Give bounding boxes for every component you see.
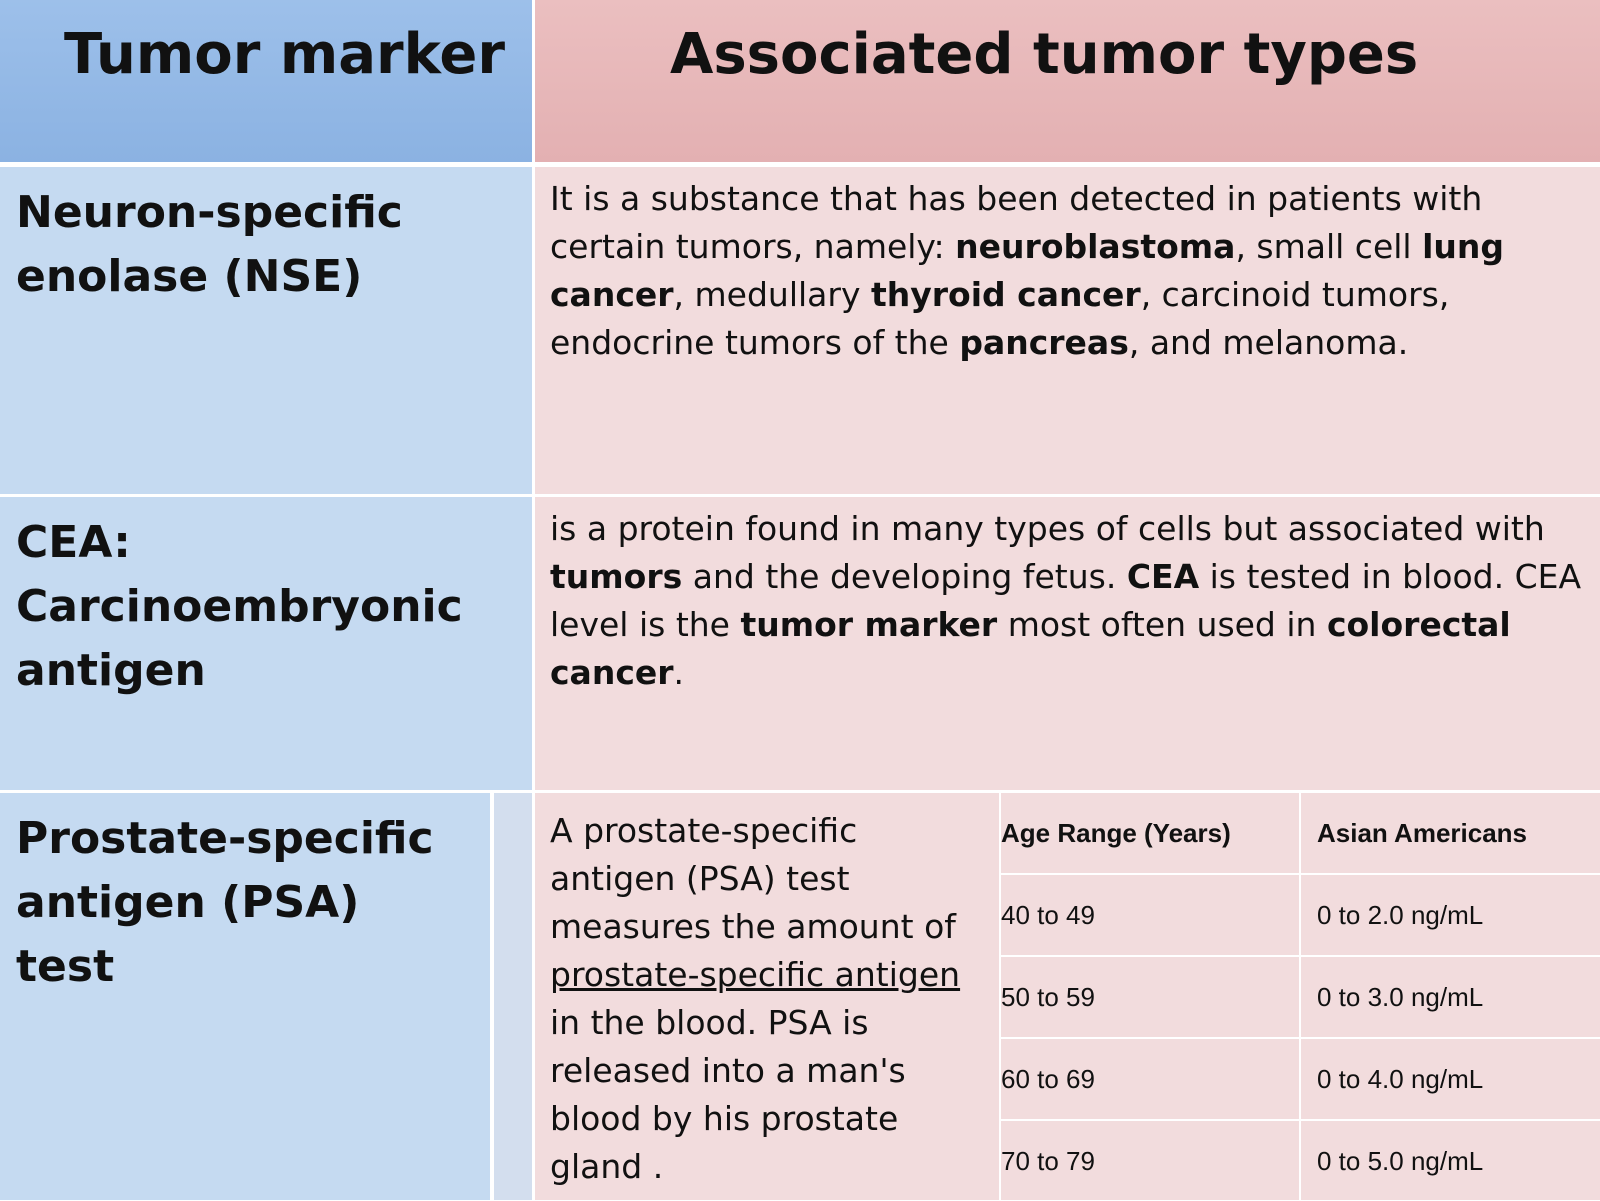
- header-associated-types: Associated tumor types: [535, 0, 1600, 162]
- emphasized-term: tumors: [550, 557, 683, 596]
- table-row: 70 to 79 0 to 5.0 ng/mL: [999, 1119, 1600, 1201]
- emphasized-term: thyroid cancer: [870, 275, 1141, 314]
- description-text: , medullary: [673, 275, 871, 314]
- marker-description: It is a substance that has been detected…: [550, 175, 1590, 367]
- row-nse-description-cell: It is a substance that has been detected…: [535, 167, 1600, 494]
- description-text: , small cell: [1235, 227, 1423, 266]
- table-row: 50 to 59 0 to 3.0 ng/mL: [999, 955, 1600, 1037]
- header-label-marker: Tumor marker: [64, 22, 505, 87]
- description-text: .: [673, 653, 685, 692]
- row-nse-marker-cell: Neuron-specific enolase (NSE): [0, 167, 532, 494]
- psa-table-left-border: [999, 793, 1001, 1200]
- emphasized-term: neuroblastoma: [955, 227, 1236, 266]
- marker-description: is a protein found in many types of cell…: [550, 505, 1590, 697]
- marker-description: A prostate-specific antigen (PSA) test m…: [550, 807, 990, 1191]
- psa-age-range: 60 to 69: [1001, 1064, 1095, 1094]
- psa-range-value: 0 to 4.0 ng/mL: [1317, 1064, 1484, 1094]
- description-text: most often used in: [997, 605, 1327, 644]
- emphasized-term: lung cancer: [550, 227, 1504, 314]
- description-text: , and melanoma.: [1128, 323, 1409, 362]
- psa-table-column-divider: [1299, 793, 1301, 1200]
- header-label-types: Associated tumor types: [670, 22, 1419, 87]
- psa-reference-table: Age Range (Years) Asian Americans 40 to …: [999, 793, 1600, 1200]
- description-text: is tested in blood. CEA level is the: [550, 557, 1582, 644]
- table-row: 40 to 49 0 to 2.0 ng/mL: [999, 873, 1600, 955]
- description-text: in the blood. PSA is released into a man…: [550, 1003, 906, 1186]
- description-text: A prostate-specific antigen (PSA) test m…: [550, 811, 956, 946]
- underlined-link-text: prostate-specific antigen: [550, 955, 961, 994]
- description-text: It is a substance that has been detected…: [550, 179, 1483, 266]
- psa-table-header-row: Age Range (Years) Asian Americans: [999, 793, 1600, 873]
- row-psa-spacer-cell: [492, 793, 532, 1200]
- emphasized-term: tumor marker: [740, 605, 998, 644]
- psa-age-range: 50 to 59: [1001, 982, 1095, 1012]
- description-text: and the developing fetus.: [682, 557, 1127, 596]
- psa-range-value: 0 to 5.0 ng/mL: [1317, 1146, 1484, 1176]
- row-psa-marker-cell: Prostate-specific antigen (PSA) test: [0, 793, 490, 1200]
- psa-range-value: 0 to 2.0 ng/mL: [1317, 900, 1484, 930]
- marker-name: Prostate-specific antigen (PSA) test: [16, 813, 434, 992]
- description-text: is a protein found in many types of cell…: [550, 509, 1545, 548]
- table-row: 60 to 69 0 to 4.0 ng/mL: [999, 1037, 1600, 1119]
- description-text: , carcinoid tumors, endocrine tumors of …: [550, 275, 1450, 362]
- emphasized-term: CEA: [1126, 557, 1200, 596]
- header-tumor-marker: Tumor marker: [0, 0, 532, 162]
- row-cea-marker-cell: CEA: Carcinoembryonic antigen: [0, 497, 532, 790]
- row-psa-description-cell: A prostate-specific antigen (PSA) test m…: [535, 793, 1600, 1200]
- emphasized-term: pancreas: [959, 323, 1129, 362]
- psa-header-group: Asian Americans: [1317, 818, 1528, 848]
- emphasized-term: colorectal cancer: [550, 605, 1511, 692]
- psa-header-age: Age Range (Years): [1001, 818, 1231, 848]
- row-cea-description-cell: is a protein found in many types of cell…: [535, 497, 1600, 790]
- psa-range-value: 0 to 3.0 ng/mL: [1317, 982, 1484, 1012]
- psa-age-range: 40 to 49: [1001, 900, 1095, 930]
- psa-age-range: 70 to 79: [1001, 1146, 1095, 1176]
- marker-name: CEA: Carcinoembryonic antigen: [16, 517, 463, 696]
- marker-name: Neuron-specific enolase (NSE): [16, 187, 403, 302]
